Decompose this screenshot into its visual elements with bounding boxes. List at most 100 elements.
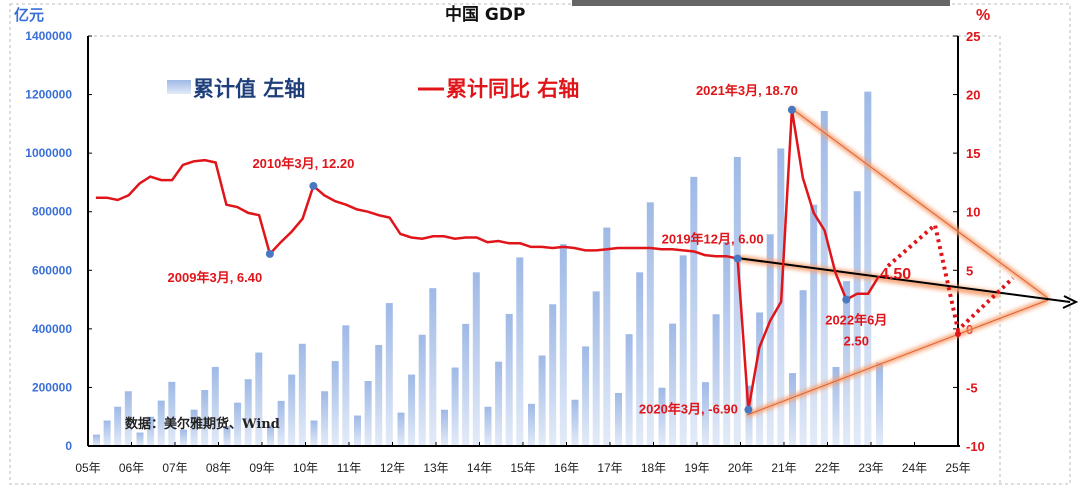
x-tick-label: 05年 — [75, 461, 100, 475]
bar — [495, 361, 503, 446]
bar — [690, 176, 698, 446]
trend-upper-line-core — [790, 107, 1049, 299]
bar — [190, 409, 198, 446]
left-tick-label: 400000 — [32, 322, 72, 336]
annotation-point — [744, 405, 753, 414]
right-tick-label: 20 — [966, 88, 980, 103]
bar — [843, 281, 851, 446]
bar — [168, 381, 176, 446]
annotation-point — [787, 105, 796, 114]
left-tick-label: 1400000 — [25, 29, 72, 43]
x-tick-label: 10年 — [293, 461, 318, 475]
annotation-label: 4.50 — [880, 266, 911, 283]
annotation-point — [309, 181, 318, 190]
right-tick-label: -10 — [966, 439, 985, 454]
left-axis-unit: 亿元 — [14, 6, 44, 24]
bar — [244, 379, 252, 446]
left-tick-label: 0 — [65, 439, 72, 453]
bar — [658, 387, 666, 446]
bar — [864, 91, 872, 447]
trend-lower-line-core — [746, 299, 1049, 416]
bar — [364, 380, 372, 446]
bar — [429, 288, 437, 446]
bar — [559, 244, 567, 446]
right-tick-label: 15 — [966, 146, 980, 161]
x-tick-label: 09年 — [249, 461, 274, 475]
bar — [636, 272, 644, 446]
bar — [625, 334, 633, 446]
x-tick-label: 18年 — [641, 461, 666, 475]
forecast-point — [955, 331, 961, 337]
annotation-label: 2009年3月, 6.40 — [168, 270, 263, 285]
chart-title-cn: 中国 GDP — [445, 4, 525, 25]
bar — [103, 420, 111, 446]
bar — [484, 406, 492, 446]
bar — [876, 362, 883, 446]
bar — [310, 420, 318, 446]
bar — [733, 156, 741, 446]
annotation-label: 2020年3月, -6.90 — [639, 402, 738, 417]
bar — [277, 400, 285, 446]
right-tick-label: 10 — [966, 205, 980, 220]
bar — [820, 110, 828, 446]
left-tick-label: 1000000 — [25, 146, 72, 160]
bar — [408, 374, 416, 446]
x-tick-label: 15年 — [510, 461, 535, 475]
bar — [331, 361, 339, 446]
right-tick-label: 5 — [966, 263, 973, 278]
x-tick-label: 23年 — [858, 461, 883, 475]
annotation-value: 2.50 — [844, 334, 869, 349]
bar — [853, 191, 861, 446]
bar — [603, 227, 611, 446]
x-tick-label: 07年 — [162, 461, 187, 475]
x-tick-label: 12年 — [380, 461, 405, 475]
bar — [255, 352, 263, 446]
x-tick-label: 08年 — [206, 461, 231, 475]
bar — [201, 390, 209, 446]
annotation-label: 2010年3月, 12.20 — [252, 156, 354, 171]
bar — [114, 406, 122, 446]
bar — [136, 432, 144, 446]
bar — [766, 234, 774, 446]
bar — [342, 325, 350, 446]
annotation-label: 2022年6月 — [825, 313, 887, 328]
right-tick-label: -5 — [966, 380, 978, 395]
bar — [462, 323, 470, 446]
annotation-point — [842, 295, 851, 304]
bar — [418, 334, 426, 446]
bar — [571, 399, 579, 446]
bar — [723, 241, 731, 446]
bar — [451, 367, 459, 446]
bar — [669, 323, 677, 446]
bar — [679, 255, 687, 446]
bar — [354, 415, 361, 446]
x-tick-label: 16年 — [554, 461, 579, 475]
bar — [810, 204, 818, 446]
bar — [124, 391, 132, 446]
bar — [298, 343, 306, 446]
bar — [538, 355, 546, 446]
left-tick-label: 800000 — [32, 205, 72, 219]
trend-annotations — [736, 105, 1079, 418]
x-tick-label: 22年 — [815, 461, 840, 475]
bar — [234, 402, 242, 446]
left-tick-label: 600000 — [32, 263, 72, 277]
bar — [223, 426, 231, 446]
right-tick-label: 25 — [966, 29, 980, 44]
x-tick-label: 13年 — [423, 461, 448, 475]
left-tick-label: 1200000 — [25, 88, 72, 102]
x-tick-label: 24年 — [902, 461, 927, 475]
bar — [702, 382, 709, 446]
top-bar — [572, 0, 950, 6]
legend-line-label: 累计同比 右轴 — [446, 77, 579, 101]
x-tick-label: 19年 — [684, 461, 709, 475]
x-tick-label: 11年 — [337, 461, 361, 475]
legend-bar-swatch — [167, 80, 191, 94]
left-tick-label: 200000 — [32, 380, 72, 394]
bar — [516, 257, 524, 446]
x-tick-label: 14年 — [467, 461, 492, 475]
bar — [528, 403, 535, 446]
right-axis-unit: % — [976, 7, 990, 24]
bar — [646, 202, 654, 446]
x-tick-label: 25年 — [945, 461, 970, 475]
